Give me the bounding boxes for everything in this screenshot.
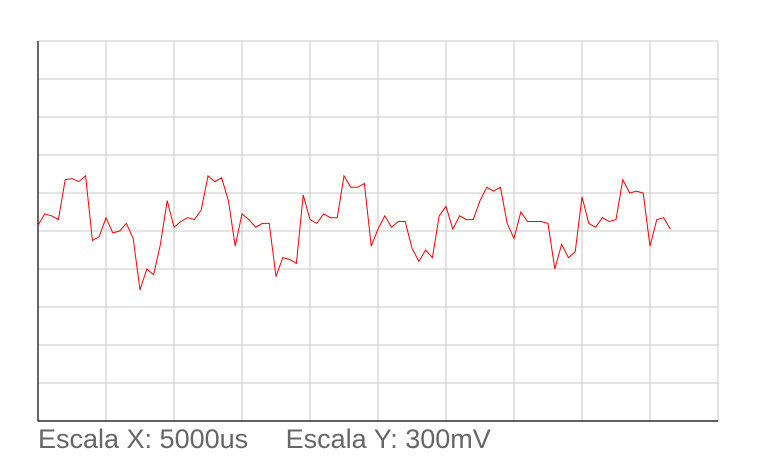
grid-lines (37, 40, 719, 422)
scale-readout: Escala X: 5000us Escala Y: 300mV (38, 424, 491, 455)
y-scale-label: Escala Y: 300mV (285, 424, 491, 454)
axes (37, 41, 718, 422)
x-scale-label: Escala X: 5000us (38, 424, 249, 454)
signal-traces (37, 174, 671, 291)
signal-trace (37, 174, 671, 291)
